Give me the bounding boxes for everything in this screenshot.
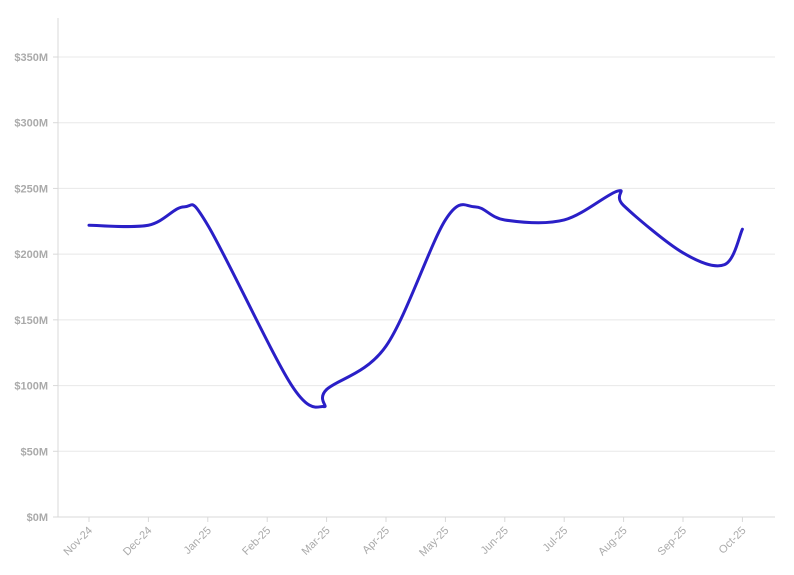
x-tick-label: Jul-25 — [541, 525, 571, 555]
x-tick-label: May-25 — [417, 525, 451, 559]
y-tick-label: $250M — [14, 183, 48, 195]
y-tick-label: $100M — [14, 381, 48, 393]
x-tick-label: Feb-25 — [240, 525, 273, 558]
x-tick-label: Nov-24 — [62, 525, 96, 559]
series-group — [87, 189, 744, 409]
x-tick-label: Mar-25 — [300, 525, 333, 558]
y-tick-label: $150M — [14, 315, 48, 327]
x-tick-label: Oct-25 — [717, 525, 749, 557]
y-tick-label: $50M — [20, 446, 48, 458]
x-tick-label: Dec-24 — [121, 525, 155, 559]
x-axis-ticks: Nov-24 Dec-24 Jan-25 Feb-25 Mar-25 Apr-25 May-… — [62, 517, 749, 559]
y-axis-ticks: $0M $50M $100M $150M $200M $250M $300M $350M — [14, 52, 58, 524]
x-tick-label: Jan-25 — [182, 525, 214, 557]
y-tick-label: $300M — [14, 118, 48, 130]
x-tick-label: Jun-25 — [479, 525, 511, 557]
gridlines — [58, 56, 775, 452]
series-line — [87, 189, 744, 409]
y-tick-label: $0M — [27, 512, 48, 524]
y-tick-label: $350M — [14, 52, 48, 64]
x-tick-label: Sep-25 — [656, 525, 690, 559]
x-tick-label: Apr-25 — [360, 525, 392, 557]
y-tick-label: $200M — [14, 249, 48, 261]
x-tick-label: Aug-25 — [596, 525, 630, 559]
